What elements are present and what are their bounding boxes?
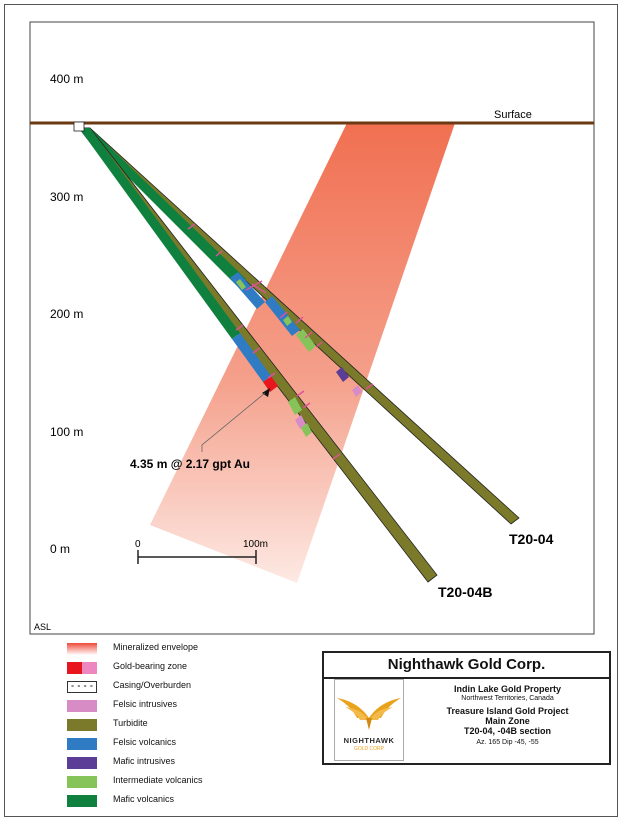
legend-label: Intermediate volcanics <box>113 775 203 785</box>
property-name: Indin Lake Gold Property <box>453 684 561 694</box>
tick-label-200: 200 m <box>50 307 83 321</box>
legend-item-mafic-volcanics: Mafic volcanics <box>67 792 307 811</box>
legend-label: Mafic volcanics <box>113 794 175 804</box>
scale-bar-end: 100m <box>243 539 268 550</box>
scale-bar-start: 0 <box>135 539 141 550</box>
project-name: Treasure Island Gold Project <box>446 706 569 716</box>
legend-swatch: ∘ ∘ ∘ ∘ <box>67 681 97 693</box>
legend-label: Gold-bearing zone <box>113 661 188 671</box>
elevation-axis: 400 m 300 m 200 m 100 m 0 m <box>50 72 83 556</box>
logo-wordmark: NIGHTHAWK <box>343 736 395 745</box>
mineralized-envelope <box>150 123 455 583</box>
company-name: Nighthawk Gold Corp. <box>324 653 609 679</box>
tick-label-300: 300 m <box>50 190 83 204</box>
hole-label-T20-04: T20-04 <box>509 531 554 547</box>
title-block: Nighthawk Gold Corp. NIGHTHAWK GOLD CORP… <box>322 651 611 765</box>
title-info: Indin Lake Gold Property Northwest Terri… <box>406 679 609 763</box>
legend-item-intermediate-volcanics: Intermediate volcanics <box>67 773 307 792</box>
section-name: T20-04, -04B section <box>463 726 552 736</box>
legend-label: Mineralized envelope <box>113 642 199 652</box>
surface-label: Surface <box>494 109 532 121</box>
legend-swatch <box>67 700 97 712</box>
legend-item-felsic-volcanics: Felsic volcanics <box>67 735 307 754</box>
hawk-wings-icon <box>337 698 401 730</box>
intercept-marker <box>262 388 270 397</box>
azimuth-dip: Az. 165 Dip -45, -55 <box>476 739 539 746</box>
legend-swatch <box>67 757 97 769</box>
intercept-annotation: 4.35 m @ 2.17 gpt Au <box>130 457 250 471</box>
logo-subtitle: GOLD CORP <box>353 746 384 752</box>
property-location: Northwest Territories, Canada <box>461 695 554 702</box>
legend-swatch <box>67 738 97 750</box>
company-logo: NIGHTHAWK GOLD CORP <box>326 679 406 763</box>
section-frame <box>29 21 595 635</box>
datum-label: ASL <box>34 622 51 632</box>
tick-label-0: 0 m <box>50 542 70 556</box>
legend: Mineralized envelope Gold-bearing zone ∘… <box>67 640 307 811</box>
zone-name: Main Zone <box>485 716 530 726</box>
logo-frame: NIGHTHAWK GOLD CORP <box>334 679 404 761</box>
legend-swatch <box>67 662 97 674</box>
page-frame <box>4 4 618 817</box>
legend-label: Mafic intrusives <box>113 756 176 766</box>
legend-label: Turbidite <box>113 718 148 728</box>
legend-swatch <box>67 776 97 788</box>
legend-swatch <box>67 719 97 731</box>
legend-label: Casing/Overburden <box>113 680 192 690</box>
callout-leader <box>201 392 266 452</box>
tick-label-400: 400 m <box>50 72 83 86</box>
casing-collar <box>73 121 85 132</box>
legend-label: Felsic volcanics <box>113 737 177 747</box>
legend-item-mineralized-envelope: Mineralized envelope <box>67 640 307 659</box>
legend-item-mafic-intrusives: Mafic intrusives <box>67 754 307 773</box>
tick-label-100: 100 m <box>50 425 83 439</box>
legend-item-turbidite: Turbidite <box>67 716 307 735</box>
legend-label: Felsic intrusives <box>113 699 178 709</box>
scale-bar: 0 100m <box>135 539 268 564</box>
felsic-intrusive-markers <box>187 223 374 460</box>
legend-swatch <box>67 643 97 655</box>
drillhole-T20-04B <box>78 127 438 583</box>
legend-swatch <box>67 795 97 807</box>
hole-label-T20-04B: T20-04B <box>438 584 492 600</box>
legend-item-casing-overburden: ∘ ∘ ∘ ∘ Casing/Overburden <box>67 678 307 697</box>
legend-item-gold-bearing-zone: Gold-bearing zone <box>67 659 307 678</box>
legend-item-felsic-intrusives: Felsic intrusives <box>67 697 307 716</box>
